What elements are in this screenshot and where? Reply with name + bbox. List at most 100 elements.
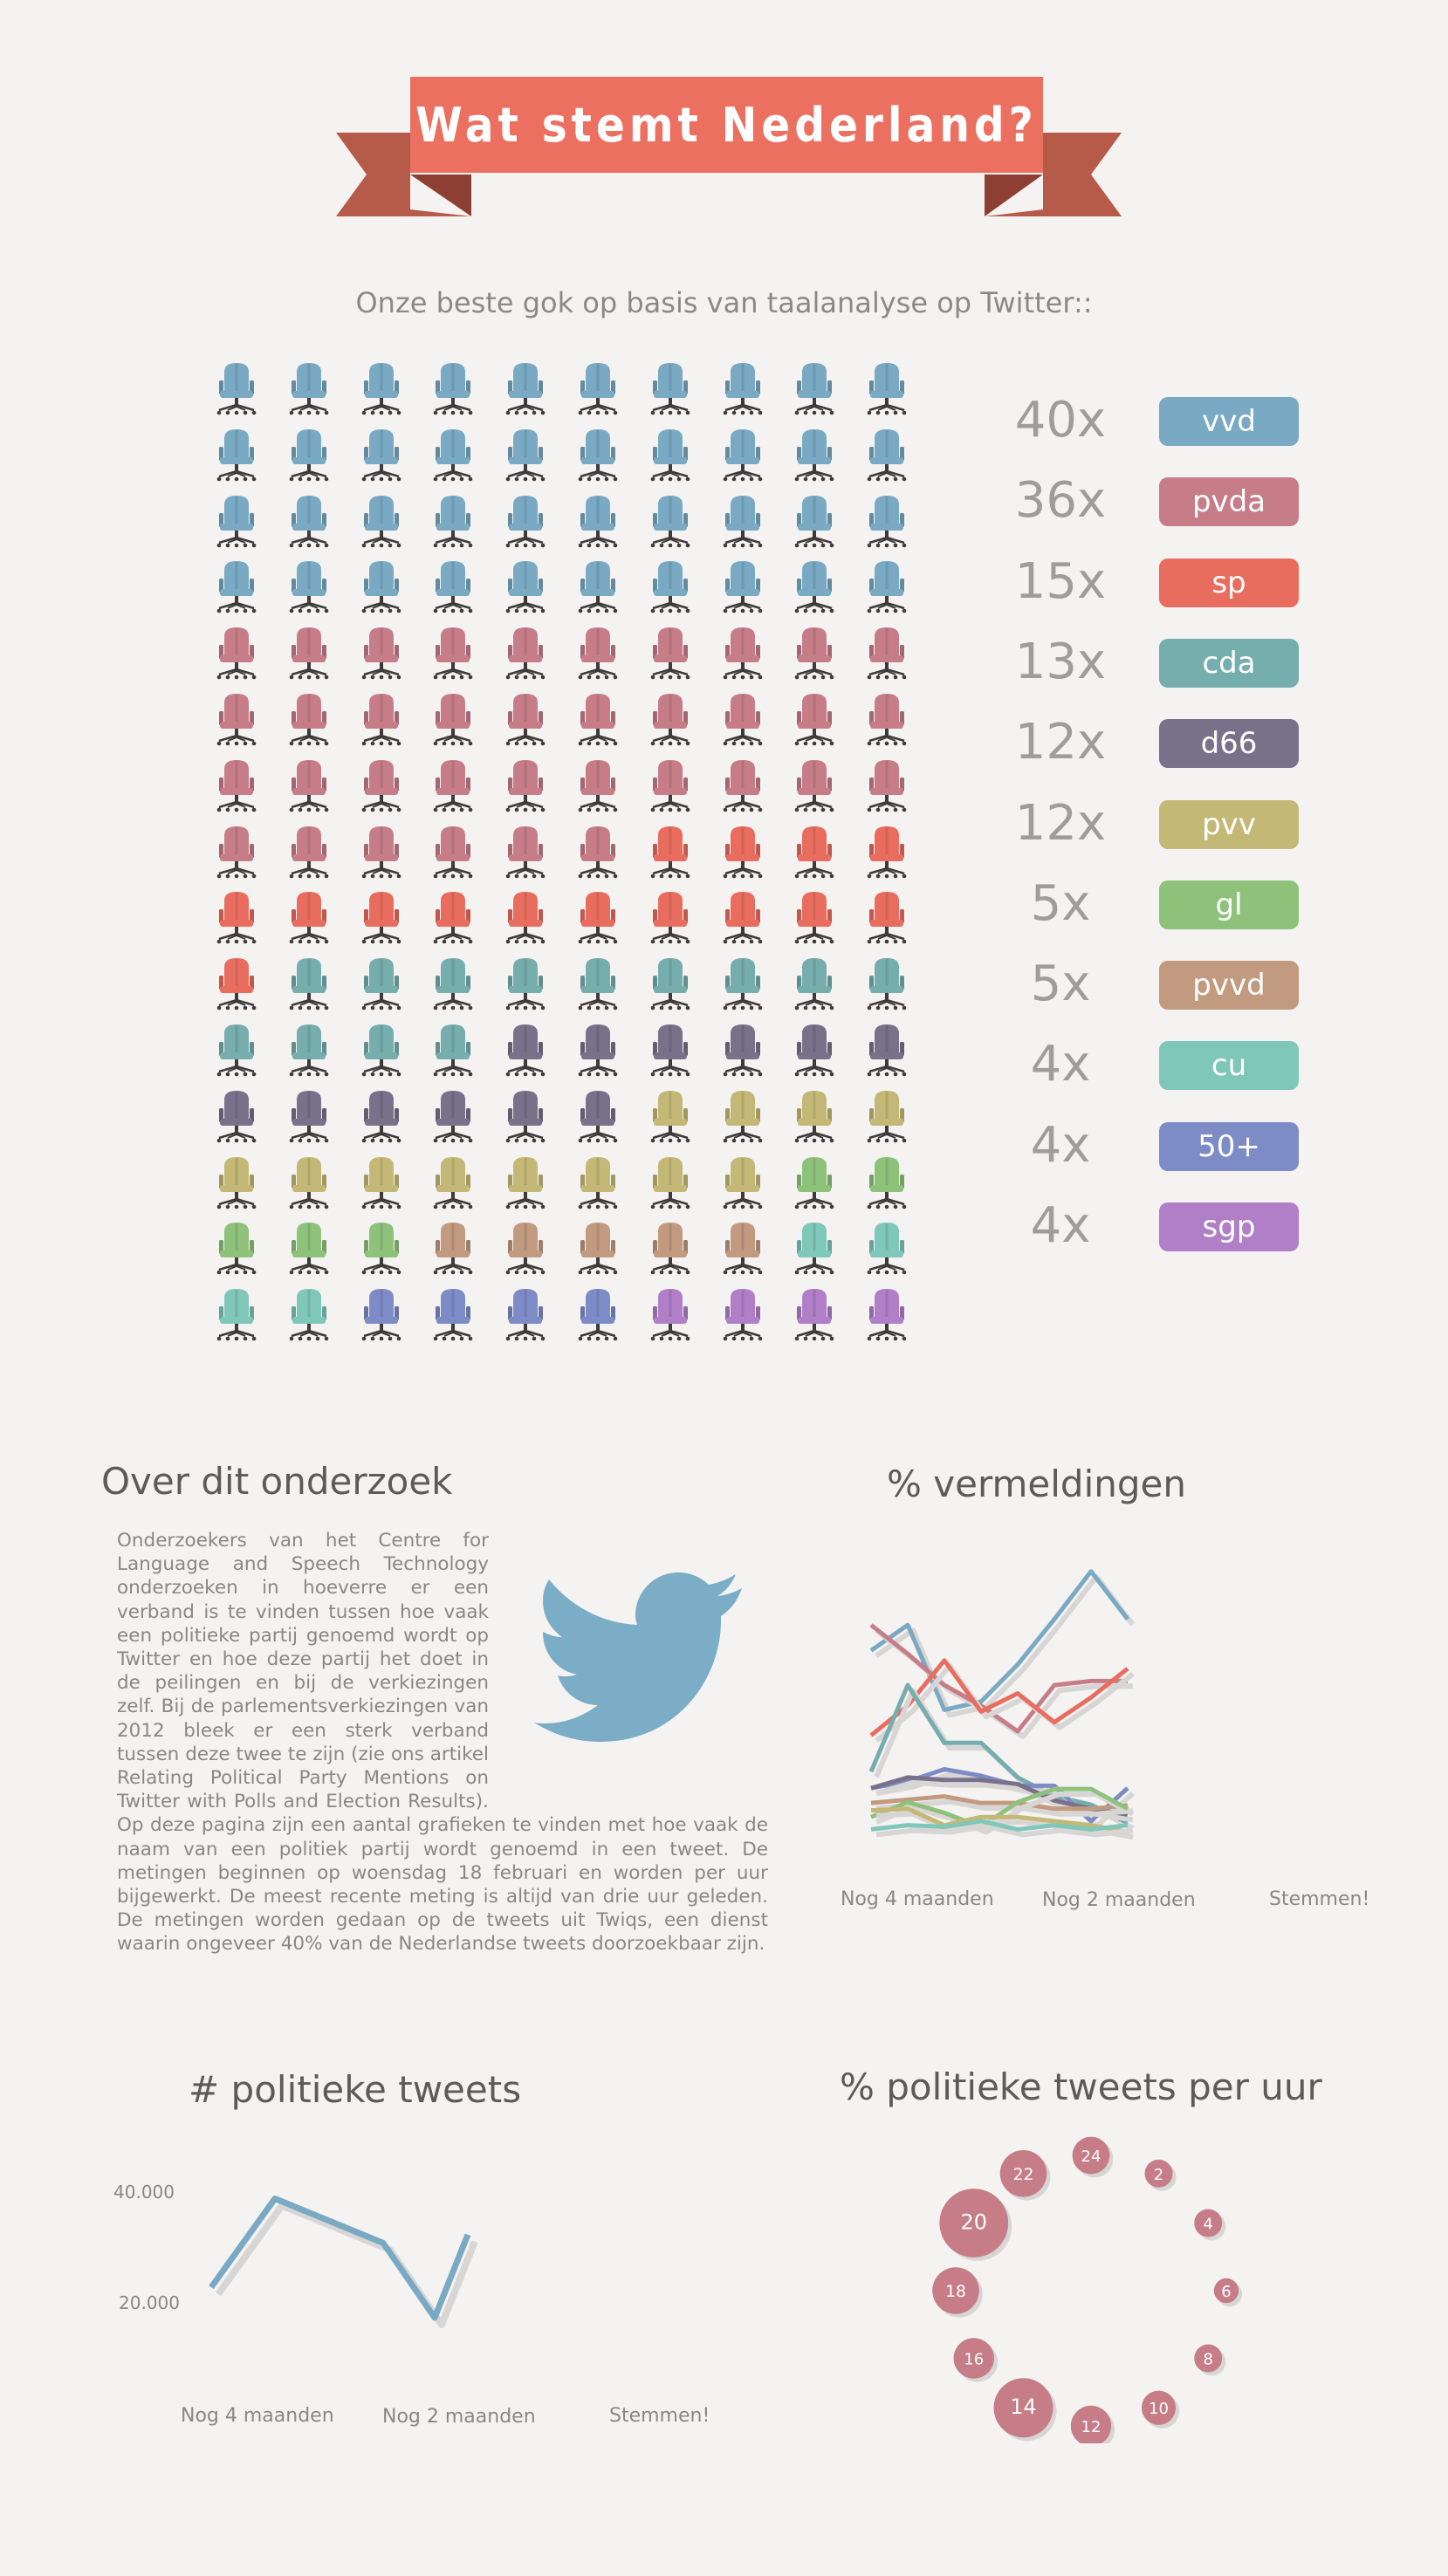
seat-chair-icon xyxy=(361,363,401,415)
legend-party-badge: pvvd xyxy=(1159,961,1299,1011)
banner-left-ribbon xyxy=(336,133,471,216)
seat-chair-icon xyxy=(505,1024,546,1077)
about-text: Onderzoekers van het Centre for Language… xyxy=(117,1530,768,1956)
seat-chair-icon xyxy=(795,428,834,482)
seat-chair-icon xyxy=(289,1024,329,1077)
hour-bubble-label: 8 xyxy=(1204,2351,1213,2369)
seat-chair-icon xyxy=(434,1156,473,1209)
hour-bubble xyxy=(1072,2136,1110,2175)
seat-chair-icon xyxy=(795,958,834,1011)
seat-chair-icon xyxy=(578,627,618,680)
seat-chair-icon xyxy=(361,627,401,680)
seat-chair-icon xyxy=(505,1156,546,1209)
seat-chair-icon xyxy=(578,495,618,547)
seat-chair-icon xyxy=(289,826,329,878)
seat-chair-icon xyxy=(795,826,834,878)
mentions-x-label-3: Stemmen! xyxy=(1269,1888,1370,1910)
seat-chair-icon xyxy=(867,1024,907,1077)
seat-chair-icon xyxy=(434,363,473,415)
legend-party-badge: gl xyxy=(1159,880,1299,929)
seat-chair-icon xyxy=(867,958,907,1011)
mentions-series-shadow xyxy=(875,1573,1136,1718)
mentions-series-line xyxy=(868,1682,1129,1826)
seat-chair-icon xyxy=(795,1289,834,1341)
seat-chair-icon xyxy=(361,958,401,1011)
mentions-chart-title: % vermeldingen xyxy=(887,1463,1186,1505)
seat-chair-icon xyxy=(723,495,762,547)
seat-chair-icon xyxy=(795,495,834,547)
legend-count: 15x xyxy=(1014,552,1107,610)
hour-bubble-label: 2 xyxy=(1154,2166,1163,2184)
seat-chair-icon xyxy=(289,495,329,547)
seat-chair-icon xyxy=(723,1223,762,1275)
mentions-x-label-2: Nog 2 maanden xyxy=(1042,1889,1196,1911)
banner-right-ribbon xyxy=(985,133,1122,216)
seat-chair-icon xyxy=(216,958,257,1011)
seat-chair-icon xyxy=(216,826,257,878)
seat-chair-icon xyxy=(434,1024,473,1077)
seat-chair-icon xyxy=(867,1289,907,1341)
seat-chair-icon xyxy=(289,627,329,680)
seat-chair-icon xyxy=(216,694,257,746)
seat-chair-icon xyxy=(867,561,907,613)
mentions-series-shadow xyxy=(875,1823,1134,1838)
seat-chair-icon xyxy=(505,561,546,613)
hour-bubble xyxy=(993,2378,1053,2438)
seat-chair-icon xyxy=(216,1024,257,1077)
legend-count: 5x xyxy=(1030,874,1091,932)
hour-bubble-label: 16 xyxy=(964,2351,984,2369)
banner-right-fold xyxy=(985,175,1043,216)
seat-chair-icon xyxy=(867,892,907,944)
legend-party-badge: vvd xyxy=(1159,397,1299,446)
seat-chair-icon xyxy=(434,1223,473,1275)
seat-chair-icon xyxy=(216,495,257,547)
banner-main xyxy=(410,77,1043,173)
tweets-x-label-1: Nog 4 maanden xyxy=(181,2405,334,2427)
seat-chair-icon xyxy=(578,826,618,878)
seat-chair-icon xyxy=(361,1024,401,1077)
seat-chair-icon xyxy=(867,759,907,812)
tweets-series-line xyxy=(209,2196,471,2321)
seat-chair-icon xyxy=(650,826,690,878)
seat-chair-icon xyxy=(578,694,618,746)
seat-chair-icon xyxy=(216,1223,257,1275)
seat-chair-icon xyxy=(650,627,690,680)
seat-chair-icon xyxy=(505,1090,546,1143)
seat-chair-icon xyxy=(723,1090,762,1143)
hour-bubble-label: 14 xyxy=(1010,2394,1036,2419)
hour-bubble-label: 22 xyxy=(1013,2166,1034,2184)
seat-chair-icon xyxy=(216,1090,257,1143)
seat-chair-icon xyxy=(361,759,401,812)
seat-chair-icon xyxy=(505,363,546,415)
hour-bubble-label: 20 xyxy=(960,2210,987,2235)
mentions-series-line xyxy=(869,1569,1129,1712)
seat-chair-icon xyxy=(578,1289,618,1341)
seat-chair-icon xyxy=(795,561,834,613)
tweets-line-chart xyxy=(209,2196,478,2329)
seat-chair-icon xyxy=(434,1289,473,1341)
legend-party-badge: sgp xyxy=(1159,1202,1299,1251)
seat-chair-icon xyxy=(434,759,473,812)
seat-chair-icon xyxy=(578,759,618,812)
seat-chair-icon xyxy=(289,1090,329,1143)
seat-chair-icon xyxy=(216,892,257,944)
seat-chair-icon xyxy=(434,495,473,547)
seat-chair-icon xyxy=(867,826,907,878)
seat-chair-icon xyxy=(361,1223,401,1275)
hour-bubble-label: 4 xyxy=(1204,2216,1213,2234)
legend-count: 13x xyxy=(1014,633,1107,690)
seat-chair-icon xyxy=(361,1289,401,1341)
seat-chair-icon xyxy=(650,428,690,482)
hour-bubble xyxy=(1194,2344,1223,2373)
seat-chair-icon xyxy=(795,627,834,680)
hour-bubble-label: 24 xyxy=(1081,2148,1101,2166)
seat-chair-icon xyxy=(434,892,473,944)
seat-chair-icon xyxy=(361,892,401,944)
seat-chair-icon xyxy=(289,1223,329,1275)
seat-chair-icon xyxy=(361,495,401,547)
seat-chair-icon xyxy=(505,892,546,944)
seat-chair-icon xyxy=(505,694,546,746)
legend-party-badge: pvv xyxy=(1159,799,1299,849)
seat-chair-icon xyxy=(361,1090,401,1143)
